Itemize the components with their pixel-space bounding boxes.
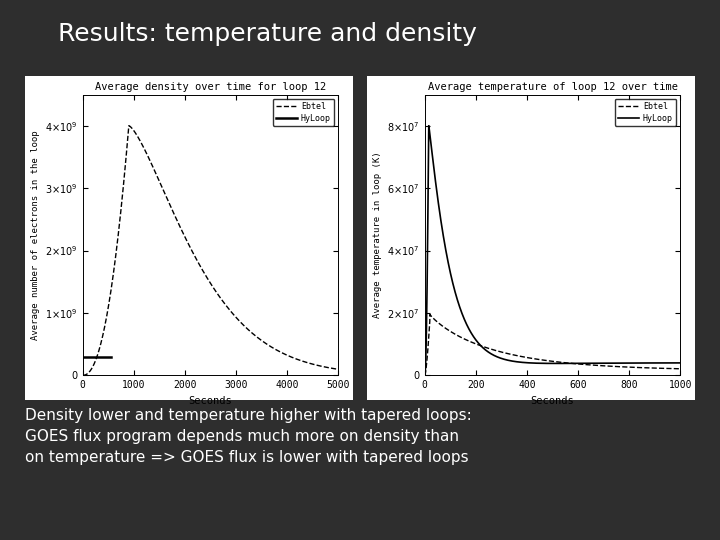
Y-axis label: Average number of electrons in the loop: Average number of electrons in the loop: [31, 130, 40, 340]
HyLoop: [676, 360, 685, 366]
Ebtel: [334, 366, 343, 373]
Ebtel: [676, 366, 685, 372]
Ebtel: [327, 365, 336, 372]
Line: Ebtel: Ebtel: [83, 126, 338, 375]
HyLoop: [669, 360, 678, 366]
Ebtel: [669, 366, 678, 372]
Text: Density lower and temperature higher with tapered loops:
GOES flux program depen: Density lower and temperature higher wit…: [25, 408, 472, 465]
Ebtel: [545, 357, 554, 364]
HyLoop: [538, 360, 546, 367]
HyLoop: [95, 353, 104, 360]
Legend: Ebtel, HyLoop: Ebtel, HyLoop: [273, 99, 334, 126]
Ebtel: [420, 372, 429, 379]
HyLoop: [669, 360, 678, 366]
Ebtel: [203, 275, 212, 281]
Y-axis label: Average temperature in loop (K): Average temperature in loop (K): [373, 152, 382, 318]
X-axis label: Seconds: Seconds: [531, 396, 575, 406]
Line: Ebtel: Ebtel: [425, 314, 680, 375]
HyLoop: [420, 372, 429, 379]
HyLoop: [85, 353, 94, 360]
HyLoop: [545, 360, 554, 367]
HyLoop: [93, 353, 102, 360]
Ebtel: [538, 357, 546, 363]
HyLoop: [105, 353, 114, 360]
Ebtel: [433, 319, 442, 326]
HyLoop: [84, 353, 92, 360]
Line: HyLoop: HyLoop: [425, 126, 680, 375]
HyLoop: [622, 360, 631, 366]
Ebtel: [91, 356, 100, 363]
HyLoop: [424, 123, 433, 129]
Ebtel: [280, 350, 289, 357]
Ebtel: [327, 365, 336, 372]
Legend: Ebtel, HyLoop: Ebtel, HyLoop: [615, 99, 676, 126]
Ebtel: [125, 123, 133, 129]
Ebtel: [622, 364, 631, 370]
Ebtel: [426, 311, 434, 318]
HyLoop: [107, 353, 115, 360]
Title: Average density over time for loop 12: Average density over time for loop 12: [95, 82, 326, 92]
Ebtel: [196, 264, 204, 270]
Text: Results: temperature and density: Results: temperature and density: [58, 22, 477, 45]
HyLoop: [433, 197, 442, 204]
Ebtel: [669, 366, 678, 372]
HyLoop: [104, 353, 113, 360]
Ebtel: [78, 372, 87, 379]
HyLoop: [78, 353, 87, 360]
X-axis label: Seconds: Seconds: [189, 396, 233, 406]
Title: Average temperature of loop 12 over time: Average temperature of loop 12 over time: [428, 82, 678, 92]
